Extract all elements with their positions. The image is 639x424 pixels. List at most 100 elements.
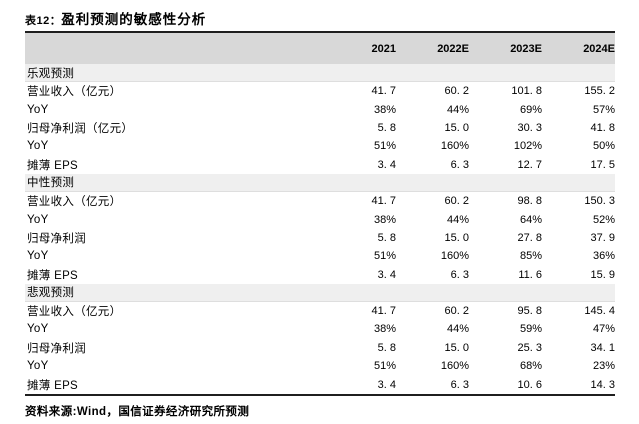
row-value: 6. 3 (450, 158, 469, 171)
table-row: 营业收入（亿元） 41. 7 60. 2 95. 8 145. 4 (25, 301, 615, 321)
column-header-2022e: 2022E (437, 42, 469, 55)
row-value: 30. 3 (517, 121, 542, 134)
row-label: YoY (27, 323, 49, 336)
row-value: 50% (592, 140, 615, 153)
row-value: 85% (519, 250, 542, 263)
row-value: 98. 8 (517, 195, 542, 208)
row-value: 3. 4 (377, 378, 396, 391)
row-value: 57% (592, 103, 615, 116)
row-value: 69% (519, 103, 542, 116)
row-label: 归母净利润 (27, 232, 86, 245)
row-value: 59% (519, 323, 542, 336)
row-value: 14. 3 (590, 378, 615, 391)
section-header-row: 中性预测 (25, 173, 615, 192)
row-value: 155. 2 (584, 85, 615, 98)
row-value: 3. 4 (377, 158, 396, 171)
table-body: 乐观预测营业收入（亿元） 41. 7 60. 2 101. 8 155. 2 YoY 38%… (25, 64, 615, 394)
row-value: 160% (440, 360, 469, 373)
table-row: 摊薄 EPS 3. 4 6. 3 12. 7 17. 5 (25, 155, 615, 174)
row-value: 11. 6 (518, 268, 542, 281)
table-row: YoY 51% 160% 68% 23% (25, 357, 615, 376)
row-value: 160% (440, 140, 469, 153)
row-value: 5. 8 (377, 121, 396, 134)
row-value: 47% (592, 323, 615, 336)
row-value: 15. 0 (444, 341, 469, 354)
column-header-2023e: 2023E (510, 42, 542, 55)
table-title: 表12： 盈利预测的敏感性分析 (25, 8, 639, 30)
row-value: 60. 2 (444, 85, 469, 98)
table-row: 摊薄 EPS 3. 4 6. 3 11. 6 15. 9 (25, 265, 615, 284)
row-value: 41. 7 (371, 195, 396, 208)
row-value: 6. 3 (450, 378, 469, 391)
section-header-row: 悲观预测 (25, 283, 615, 302)
row-value: 145. 4 (584, 305, 615, 318)
section-name: 悲观预测 (27, 287, 75, 300)
row-label: 归母净利润 (27, 342, 86, 355)
table-row: 归母净利润（亿元） 5. 8 15. 0 30. 3 41. 8 (25, 118, 615, 138)
source-note: 资料来源:Wind，国信证券经济研究所预测 (25, 405, 250, 418)
column-header-2024e: 2024E (583, 42, 615, 55)
row-value: 37. 9 (590, 231, 615, 244)
row-value: 52% (592, 213, 615, 226)
row-label: YoY (27, 103, 49, 116)
table-row: YoY 38% 44% 64% 52% (25, 210, 615, 229)
row-value: 6. 3 (450, 268, 469, 281)
table-row: 营业收入（亿元） 41. 7 60. 2 98. 8 150. 3 (25, 191, 615, 211)
row-value: 25. 3 (517, 341, 542, 354)
section-name: 乐观预测 (27, 67, 75, 80)
table-row: 归母净利润 5. 8 15. 0 25. 3 34. 1 (25, 338, 615, 358)
row-value: 60. 2 (444, 305, 469, 318)
row-value: 38% (373, 323, 396, 336)
row-value: 44% (446, 103, 469, 116)
table-row: 营业收入（亿元） 41. 7 60. 2 101. 8 155. 2 (25, 82, 615, 101)
row-value: 41. 7 (371, 305, 396, 318)
row-value: 15. 0 (444, 121, 469, 134)
table-row: YoY 51% 160% 85% 36% (25, 247, 615, 266)
table-title-text: 盈利预测的敏感性分析 (61, 12, 207, 27)
table-number-label: 表12： (25, 15, 62, 27)
row-value: 102% (513, 140, 542, 153)
row-label: YoY (27, 213, 49, 226)
row-value: 15. 0 (444, 231, 469, 244)
sensitivity-table: 2021 2022E 2023E 2024E 乐观预测营业收入（亿元） 41. 7… (25, 31, 615, 396)
row-value: 44% (446, 213, 469, 226)
row-value: 41. 7 (371, 85, 396, 98)
row-value: 101. 8 (511, 85, 542, 98)
table-row: YoY 38% 44% 59% 47% (25, 320, 615, 339)
row-value: 51% (373, 250, 396, 263)
table-header-row: 2021 2022E 2023E 2024E (25, 33, 615, 64)
table-row: 归母净利润 5. 8 15. 0 27. 8 37. 9 (25, 228, 615, 248)
row-value: 5. 8 (377, 341, 396, 354)
row-value: 12. 7 (517, 158, 542, 171)
row-label: 摊薄 EPS (27, 379, 79, 392)
row-value: 41. 8 (590, 121, 615, 134)
row-value: 3. 4 (377, 268, 396, 281)
row-label: 归母净利润（亿元） (27, 122, 134, 135)
row-label: 营业收入（亿元） (27, 86, 122, 99)
row-label: 摊薄 EPS (27, 269, 79, 282)
table-row: 摊薄 EPS 3. 4 6. 3 10. 6 14. 3 (25, 375, 615, 394)
row-label: 营业收入（亿元） (27, 196, 122, 209)
row-label: YoY (27, 140, 49, 153)
row-value: 51% (373, 360, 396, 373)
row-value: 38% (373, 213, 396, 226)
row-value: 60. 2 (444, 195, 469, 208)
row-label: 营业收入（亿元） (27, 306, 122, 319)
row-value: 34. 1 (590, 341, 615, 354)
row-value: 64% (519, 213, 542, 226)
row-label: YoY (27, 360, 49, 373)
table-row: YoY 38% 44% 69% 57% (25, 100, 615, 119)
row-value: 44% (446, 323, 469, 336)
row-value: 10. 6 (517, 378, 542, 391)
section-name: 中性预测 (27, 177, 75, 190)
row-value: 160% (440, 250, 469, 263)
row-value: 17. 5 (590, 158, 615, 171)
row-value: 51% (373, 140, 396, 153)
row-value: 27. 8 (517, 231, 542, 244)
row-value: 23% (592, 360, 615, 373)
column-header-2021: 2021 (371, 42, 396, 55)
row-value: 38% (373, 103, 396, 116)
row-value: 95. 8 (517, 305, 542, 318)
table-row: YoY 51% 160% 102% 50% (25, 137, 615, 156)
